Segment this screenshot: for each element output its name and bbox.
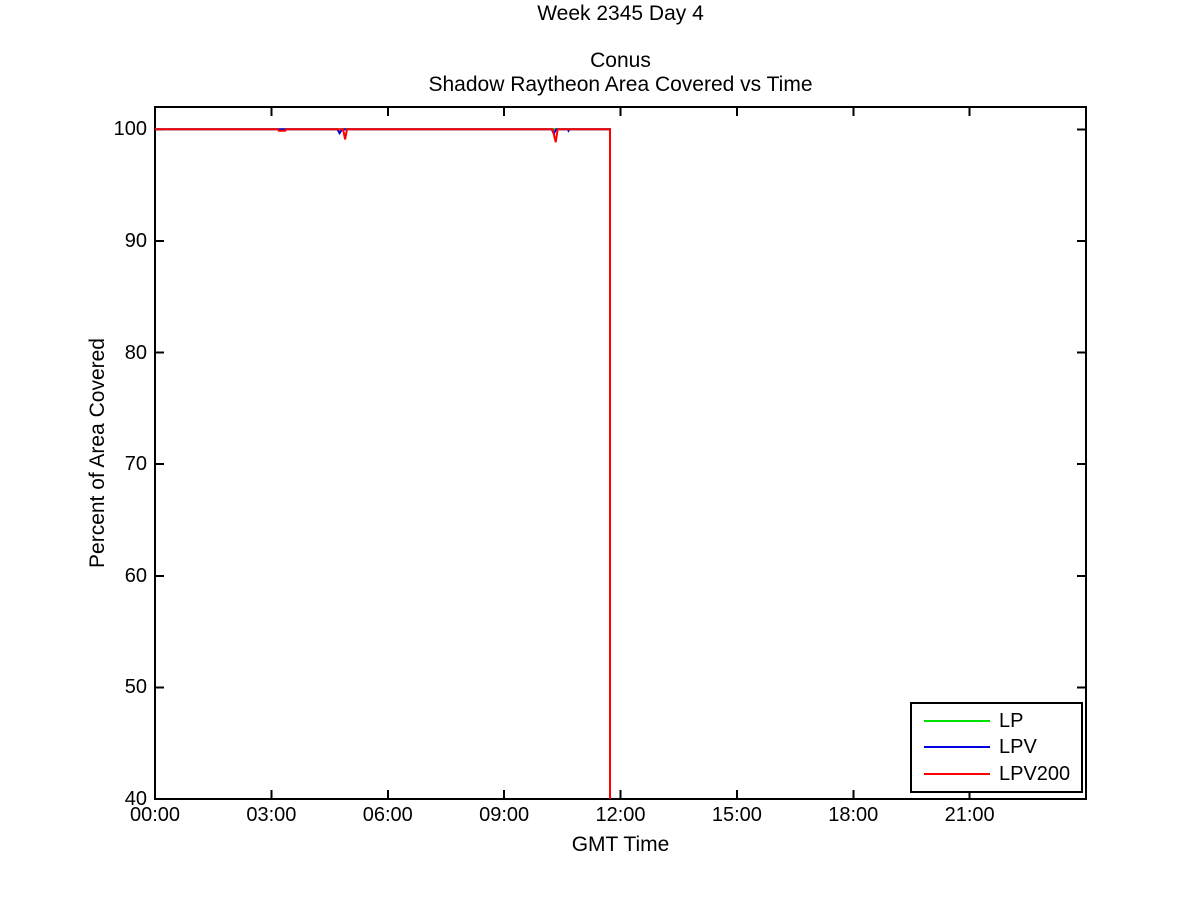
- x-tick-label: 12:00: [595, 804, 646, 826]
- y-tick-label: 60: [124, 564, 147, 587]
- legend-line-sample: [924, 772, 990, 775]
- y-tick-label: 40: [124, 788, 147, 810]
- x-tick-label: 21:00: [944, 804, 995, 826]
- legend-entry-lpv200: LPV200: [912, 761, 1081, 787]
- y-tick-label: 100: [113, 118, 147, 141]
- y-tick-label: 90: [124, 229, 147, 252]
- legend-line-sample: [924, 746, 990, 749]
- super-title: Week 2345 Day 4: [537, 2, 704, 25]
- legend-label: LPV: [999, 736, 1037, 759]
- series-lpv: [155, 128, 611, 799]
- series-lpv200: [155, 128, 611, 799]
- legend-line-sample: [924, 720, 990, 723]
- chart-subtitle: Shadow Raytheon Area Covered vs Time: [428, 73, 813, 96]
- legend-label: LP: [999, 710, 1024, 733]
- x-axis-label: GMT Time: [571, 833, 670, 856]
- legend-entry-lpv: LPV: [912, 734, 1081, 760]
- chart-title: Conus: [590, 49, 651, 72]
- legend-entry-lp: LP: [912, 708, 1081, 734]
- x-tick-label: 06:00: [362, 804, 413, 826]
- x-tick-label: 15:00: [711, 804, 762, 826]
- legend-label: LPV200: [999, 762, 1071, 785]
- y-tick-label: 50: [124, 676, 147, 699]
- y-tick-label: 80: [124, 341, 147, 364]
- x-tick-label: 18:00: [828, 804, 879, 826]
- y-tick-label: 70: [124, 453, 147, 476]
- x-tick-label: 09:00: [479, 804, 530, 826]
- x-tick-label: 00:00: [129, 804, 181, 826]
- legend: LP LPV LPV200: [910, 702, 1083, 793]
- axis-box: [154, 106, 1087, 800]
- series-lp: [155, 128, 611, 799]
- x-tick-label: 03:00: [246, 804, 297, 826]
